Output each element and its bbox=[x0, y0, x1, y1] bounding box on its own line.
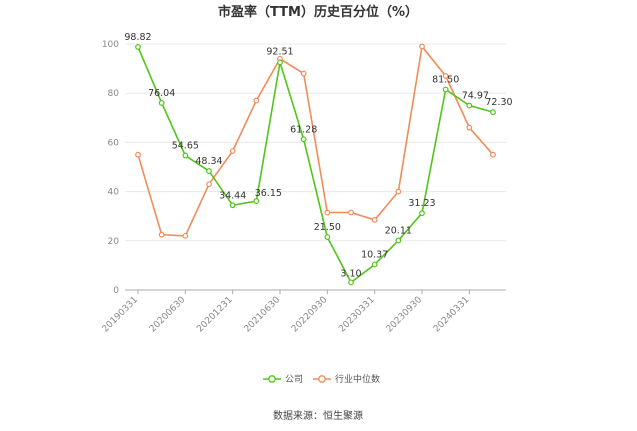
data-labels: 98.82 76.04 54.65 48.34 34.44 36.15 92.51 61.28… bbox=[124, 32, 512, 279]
x-tick-label: 20210630 bbox=[243, 295, 283, 335]
series-0-point bbox=[419, 210, 425, 217]
data-label: 81.50 bbox=[432, 75, 459, 86]
series-0-point bbox=[300, 136, 307, 143]
x-tick-label: 20230930 bbox=[385, 295, 425, 335]
series-0-point bbox=[490, 109, 496, 116]
x-tick-label: 20200630 bbox=[148, 295, 188, 335]
series-0-point bbox=[253, 198, 260, 204]
series-1-point bbox=[348, 209, 354, 216]
series-1-point bbox=[419, 43, 425, 50]
chart-title: 市盈率（TTM）历史百分位（%） bbox=[218, 4, 418, 20]
series-1-point bbox=[182, 232, 189, 239]
x-tick-label: 20190331 bbox=[101, 295, 140, 334]
series-1-point bbox=[371, 216, 378, 223]
series-layer bbox=[135, 43, 496, 286]
series-0-point bbox=[466, 102, 473, 109]
series-0-point bbox=[348, 279, 354, 286]
data-label: 54.65 bbox=[172, 141, 199, 152]
series-0-point bbox=[442, 86, 449, 93]
x-tick-label: 20201231 bbox=[195, 295, 234, 334]
data-label: 48.34 bbox=[195, 156, 222, 167]
x-tick-label: 20220930 bbox=[290, 295, 330, 335]
series-line-0 bbox=[137, 46, 494, 284]
legend-swatch-marker bbox=[318, 375, 326, 383]
series-1-point bbox=[466, 124, 473, 131]
series-0-point bbox=[395, 237, 402, 244]
series-1-point bbox=[300, 70, 307, 77]
data-label: 72.30 bbox=[485, 97, 512, 108]
legend-item-1: 行业中位数 bbox=[313, 373, 380, 385]
data-label: 36.15 bbox=[255, 188, 282, 199]
x-tick-label: 20240331 bbox=[432, 295, 471, 334]
y-tick-label: 60 bbox=[108, 138, 120, 148]
y-tick-label: 0 bbox=[113, 286, 119, 296]
series-1-point bbox=[135, 151, 141, 158]
data-source: 数据来源：恒生聚源 bbox=[273, 409, 363, 422]
series-1-point bbox=[206, 181, 212, 188]
legend-swatch-marker bbox=[268, 375, 276, 383]
series-0-point bbox=[135, 44, 141, 50]
data-label: 10.37 bbox=[361, 249, 388, 260]
legend: 公司 行业中位数 bbox=[263, 373, 380, 385]
series-0-point bbox=[229, 202, 236, 209]
series-0-point bbox=[182, 152, 189, 159]
data-label: 92.51 bbox=[266, 46, 293, 57]
series-1-point bbox=[253, 97, 260, 104]
series-1-point bbox=[229, 148, 236, 154]
data-label: 98.82 bbox=[124, 32, 151, 43]
series-0-point bbox=[206, 168, 212, 174]
series-0-point bbox=[324, 234, 331, 241]
series-1-point bbox=[158, 231, 165, 238]
data-label: 74.97 bbox=[462, 91, 489, 102]
data-label: 34.44 bbox=[219, 190, 246, 201]
x-tick-label: 20230331 bbox=[337, 295, 376, 334]
legend-item-0: 公司 bbox=[263, 374, 303, 385]
series-0-point bbox=[371, 261, 378, 268]
series-1-point bbox=[324, 209, 331, 216]
legend-label: 公司 bbox=[285, 374, 303, 385]
data-label: 61.28 bbox=[290, 124, 317, 135]
series-1-point bbox=[490, 151, 496, 158]
series-1-point bbox=[442, 73, 449, 79]
data-label: 21.50 bbox=[314, 222, 341, 233]
y-tick-label: 80 bbox=[108, 89, 120, 99]
y-tick-label: 100 bbox=[102, 40, 119, 50]
legend-label: 行业中位数 bbox=[335, 373, 380, 385]
y-tick-label: 20 bbox=[108, 237, 120, 247]
data-label: 3.10 bbox=[340, 268, 361, 279]
data-label: 31.23 bbox=[408, 198, 435, 209]
data-label: 20.11 bbox=[385, 226, 412, 237]
series-0-point bbox=[158, 100, 165, 106]
data-label: 76.04 bbox=[148, 88, 175, 99]
series-line-1 bbox=[137, 44, 494, 237]
series-0-point bbox=[277, 59, 283, 66]
y-tick-label: 40 bbox=[108, 188, 120, 198]
series-1-point bbox=[395, 188, 402, 195]
